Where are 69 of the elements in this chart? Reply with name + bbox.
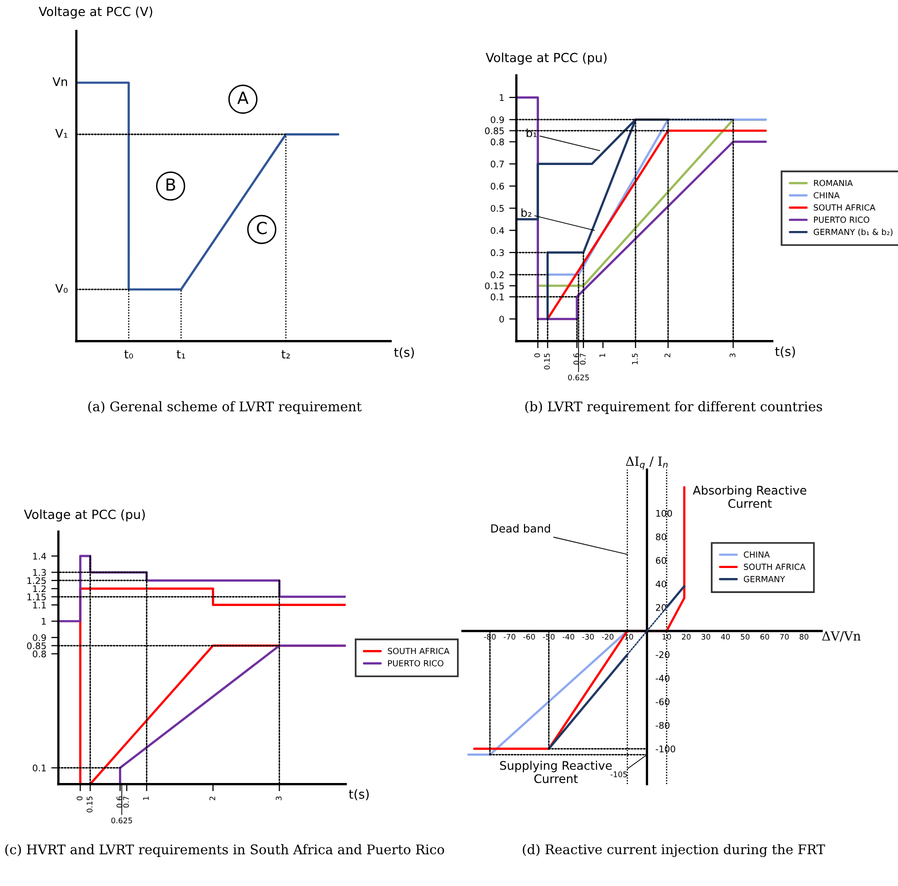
- legend-label: PUERTO RICO: [814, 216, 870, 223]
- legend-label: SOUTH AFRICA: [388, 648, 450, 654]
- legend-label: SOUTH AFRICA: [744, 564, 806, 570]
- y-tick-label: 0.1: [32, 764, 46, 772]
- annotation: Absorbing Reactive Current: [692, 486, 806, 508]
- legend-label: CHINA: [744, 551, 770, 558]
- y-tick-label: 1.15: [27, 594, 46, 600]
- legend-label: SOUTH AFRICA: [814, 204, 876, 211]
- y-tick-label: 1.3: [33, 569, 46, 576]
- text: (d) Reactive current injection during the FRT: [522, 844, 826, 858]
- legend-label: GERMANY: [744, 576, 786, 582]
- annotation: Supplying Reactive Current: [500, 760, 612, 784]
- y-tick-label: 0.9: [32, 634, 46, 642]
- y-axis-title: ΔI$_{q}$ / I$_{n}$: [626, 456, 668, 470]
- y-tick-label: 1.2: [33, 585, 46, 592]
- y-tick-label: 1.4: [33, 552, 46, 560]
- annotation: B: [166, 178, 176, 191]
- y-tick-label: 0.9: [490, 116, 504, 124]
- annotation: b₁: [526, 128, 537, 138]
- y-tick-label: 0: [499, 316, 504, 323]
- y-tick-label: 1.1: [33, 602, 46, 608]
- legend-label: ROMANIA: [814, 180, 853, 186]
- y-tick-label: 0.5: [490, 204, 504, 212]
- y-tick-label: 1: [42, 618, 46, 625]
- y-tick-label: 0.15: [485, 282, 504, 290]
- text: (b) LVRT requirement for different countries: [525, 401, 822, 414]
- x-axis-title: t(s): [394, 347, 414, 358]
- y-tick-label: 0.3: [490, 249, 504, 256]
- x-axis-title: t(s): [775, 346, 795, 358]
- x-tick-label: t₀: [124, 350, 133, 359]
- y-tick-label: 0.1: [490, 294, 504, 300]
- y-tick-label: -40: [656, 674, 670, 682]
- y-tick-label: 1.25: [27, 577, 46, 584]
- text: V₀: [55, 284, 68, 293]
- y-tick-label: 0.6: [490, 182, 504, 190]
- y-tick-label: 0.8: [490, 138, 504, 146]
- y-tick-label: 60: [656, 557, 666, 564]
- y-tick-label: 0.7: [490, 160, 504, 168]
- y-tick-label: 100: [656, 510, 672, 517]
- y-tick-label: 0.85: [485, 127, 504, 134]
- legend-label: PUERTO RICO: [388, 660, 444, 666]
- text: (c) HVRT and LVRT requirements in South Africa and Puerto Rico: [5, 844, 444, 857]
- y-tick-label: 40: [656, 580, 666, 588]
- x-axis-title: ΔV/Vn: [822, 631, 861, 642]
- y-axis-title: Voltage at PCC (pu): [24, 509, 145, 522]
- annotation: Dead band: [491, 524, 550, 533]
- y-tick-label: -100: [656, 746, 676, 752]
- y-tick-label: -80: [656, 722, 670, 729]
- annotation: C: [256, 222, 267, 234]
- text: V₁: [55, 129, 68, 138]
- annotation: b₂: [521, 208, 532, 217]
- y-axis-title: Voltage at PCC (pu): [486, 52, 607, 65]
- legend-label: GERMANY (b₁ & b₂): [814, 228, 892, 236]
- y-tick-label: 1: [500, 94, 504, 101]
- x-tick-label: t₂: [282, 350, 290, 358]
- text: (a) Gerenal scheme of LVRT requirement: [88, 401, 362, 414]
- y-tick-label: 0.4: [490, 227, 504, 234]
- y-tick-label: 0.2: [490, 271, 504, 278]
- y-tick-label: 80: [656, 533, 666, 540]
- y-tick-label: 0.85: [27, 642, 46, 650]
- x-axis-title: t(s): [348, 789, 369, 800]
- y-axis-title: Voltage at PCC (V): [38, 6, 152, 19]
- x-tick-label: t₁: [176, 350, 186, 358]
- y-tick-label: 0.8: [32, 650, 46, 658]
- legend-label: CHINA: [814, 192, 840, 198]
- annotation: A: [237, 92, 248, 104]
- y-tick-label: -20: [656, 651, 670, 658]
- y-tick-label: -60: [656, 698, 670, 706]
- text: Vn: [52, 77, 67, 86]
